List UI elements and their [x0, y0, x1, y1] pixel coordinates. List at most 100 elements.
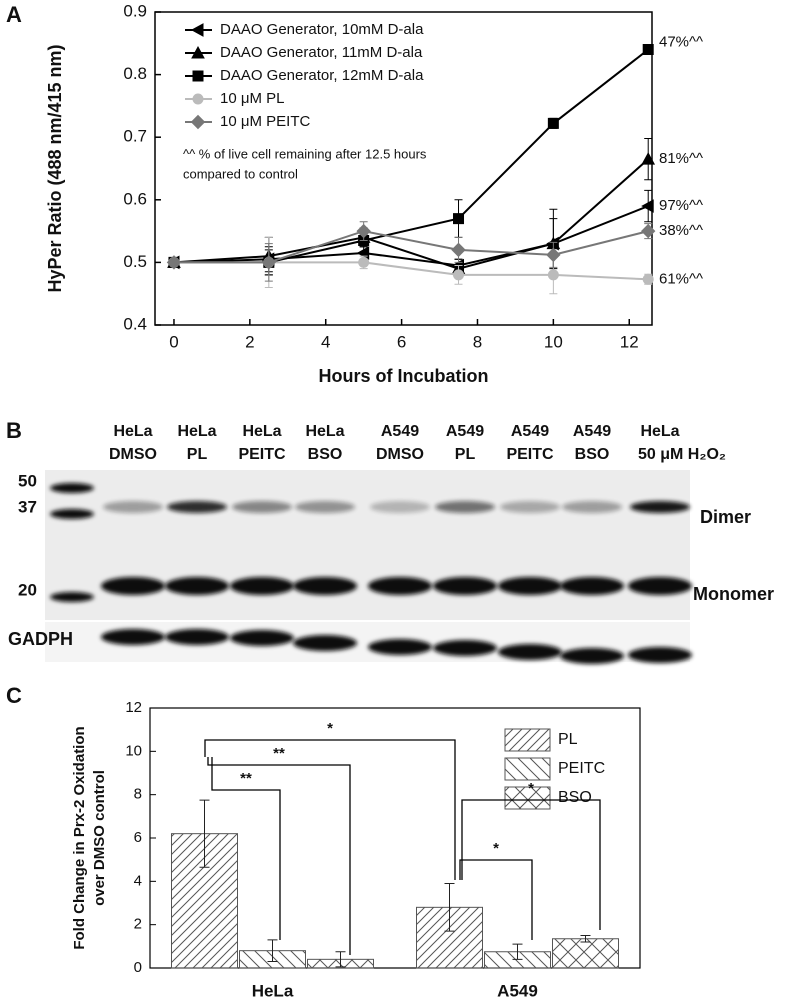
dimer-band [167, 501, 227, 513]
plot-frame [154, 11, 653, 326]
marker [191, 45, 205, 59]
gadph-band [230, 630, 294, 646]
dimer-band [370, 501, 430, 513]
lane-label: 50 μM H₂O₂ [638, 446, 726, 463]
ladder-band [50, 592, 94, 602]
significance-bracket [207, 757, 351, 955]
lane-label: PL [187, 446, 208, 463]
y-axis-label: HyPer Ratio (488 nm/415 nm) [45, 44, 65, 292]
end-label: 97%^^ [659, 197, 703, 214]
marker [190, 23, 204, 37]
note: compared to control [183, 166, 298, 181]
lane-label: HeLa [305, 423, 344, 440]
gadph-band [433, 640, 497, 656]
marker [453, 213, 465, 225]
x-tick-label: 0 [169, 332, 178, 351]
gadph-band [560, 648, 624, 664]
error-bar [199, 799, 210, 868]
gadph-band [628, 647, 692, 663]
legend-label: BSO [558, 789, 592, 806]
marker-label: 37 [18, 497, 37, 516]
series-line [173, 230, 649, 264]
lane-label: A549 [381, 423, 419, 440]
significance-bracket [461, 799, 601, 930]
band-label: Monomer [693, 584, 774, 604]
legend-swatch [504, 757, 551, 781]
lane-label: PEITC [238, 446, 286, 463]
error-bar [335, 951, 346, 968]
gadph-band [293, 635, 357, 651]
y-tick-label: 12 [125, 699, 142, 716]
lane-label: HeLa [242, 423, 281, 440]
y-tick-label: 10 [125, 742, 142, 759]
legend-label: PL [558, 731, 578, 748]
significance-bracket [459, 859, 533, 940]
marker [453, 269, 465, 281]
end-label: 81%^^ [659, 150, 703, 167]
x-tick-label: 2 [245, 332, 254, 351]
x-tick-label: 6 [397, 332, 406, 351]
y-tick-label: 6 [134, 829, 142, 846]
y-tick-label: 0 [134, 959, 142, 976]
marker [547, 117, 559, 129]
marker [190, 114, 206, 130]
lane-label: A549 [511, 423, 549, 440]
marker [547, 269, 559, 281]
x-tick-label: 12 [620, 332, 639, 351]
y-tick-label: 0.5 [123, 252, 147, 271]
dimer-band [630, 501, 690, 513]
x-tick-label: A549 [497, 981, 538, 1000]
dimer-band [500, 501, 560, 513]
blot-background [45, 470, 690, 620]
y-tick-label: 0.6 [123, 189, 147, 208]
dimer-band [295, 501, 355, 513]
x-tick-label: HeLa [252, 981, 294, 1000]
gadph-band [368, 639, 432, 655]
marker [642, 44, 654, 56]
monomer-band [230, 577, 294, 595]
y-axis-label: over DMSO control [91, 770, 108, 906]
y-tick-label: 8 [134, 786, 142, 803]
monomer-band [498, 577, 562, 595]
marker [356, 223, 371, 239]
gadph-band [165, 629, 229, 645]
legend-label: PEITC [558, 760, 605, 777]
lane-label: BSO [575, 446, 610, 463]
dimer-band [103, 501, 163, 513]
lane-label: HeLa [177, 423, 216, 440]
error-bar [580, 935, 591, 943]
monomer-band [368, 577, 432, 595]
dimer-band [232, 501, 292, 513]
y-tick-label: 0.8 [123, 64, 147, 83]
loading-label: GADPH [8, 629, 73, 649]
error-bar [267, 939, 278, 962]
x-tick-label: 8 [473, 332, 482, 351]
significance-bracket [204, 739, 456, 880]
dimer-band [435, 501, 495, 513]
lane-label: HeLa [113, 423, 152, 440]
band-label: Dimer [700, 507, 751, 527]
monomer-band [433, 577, 497, 595]
series-line [173, 158, 649, 270]
panel-letter: B [6, 418, 22, 443]
x-tick-label: 4 [321, 332, 330, 351]
dimer-band [562, 501, 622, 513]
lane-label: A549 [446, 423, 484, 440]
y-tick-label: 2 [134, 916, 142, 933]
legend-label: 10 μM PL [220, 90, 285, 107]
significance-label: * [493, 840, 499, 857]
series-line [173, 261, 649, 281]
significance-label: ** [240, 770, 252, 787]
marker [546, 247, 561, 263]
gadph-band [101, 629, 165, 645]
end-label: 61%^^ [659, 270, 703, 287]
marker [166, 255, 182, 270]
note: ^^ % of live cell remaining after 12.5 h… [183, 146, 427, 161]
monomer-band [293, 577, 357, 595]
legend-label: DAAO Generator, 10mM D-ala [220, 21, 424, 38]
marker [641, 152, 656, 165]
lane-label: A549 [573, 423, 611, 440]
significance-label: * [528, 780, 534, 797]
